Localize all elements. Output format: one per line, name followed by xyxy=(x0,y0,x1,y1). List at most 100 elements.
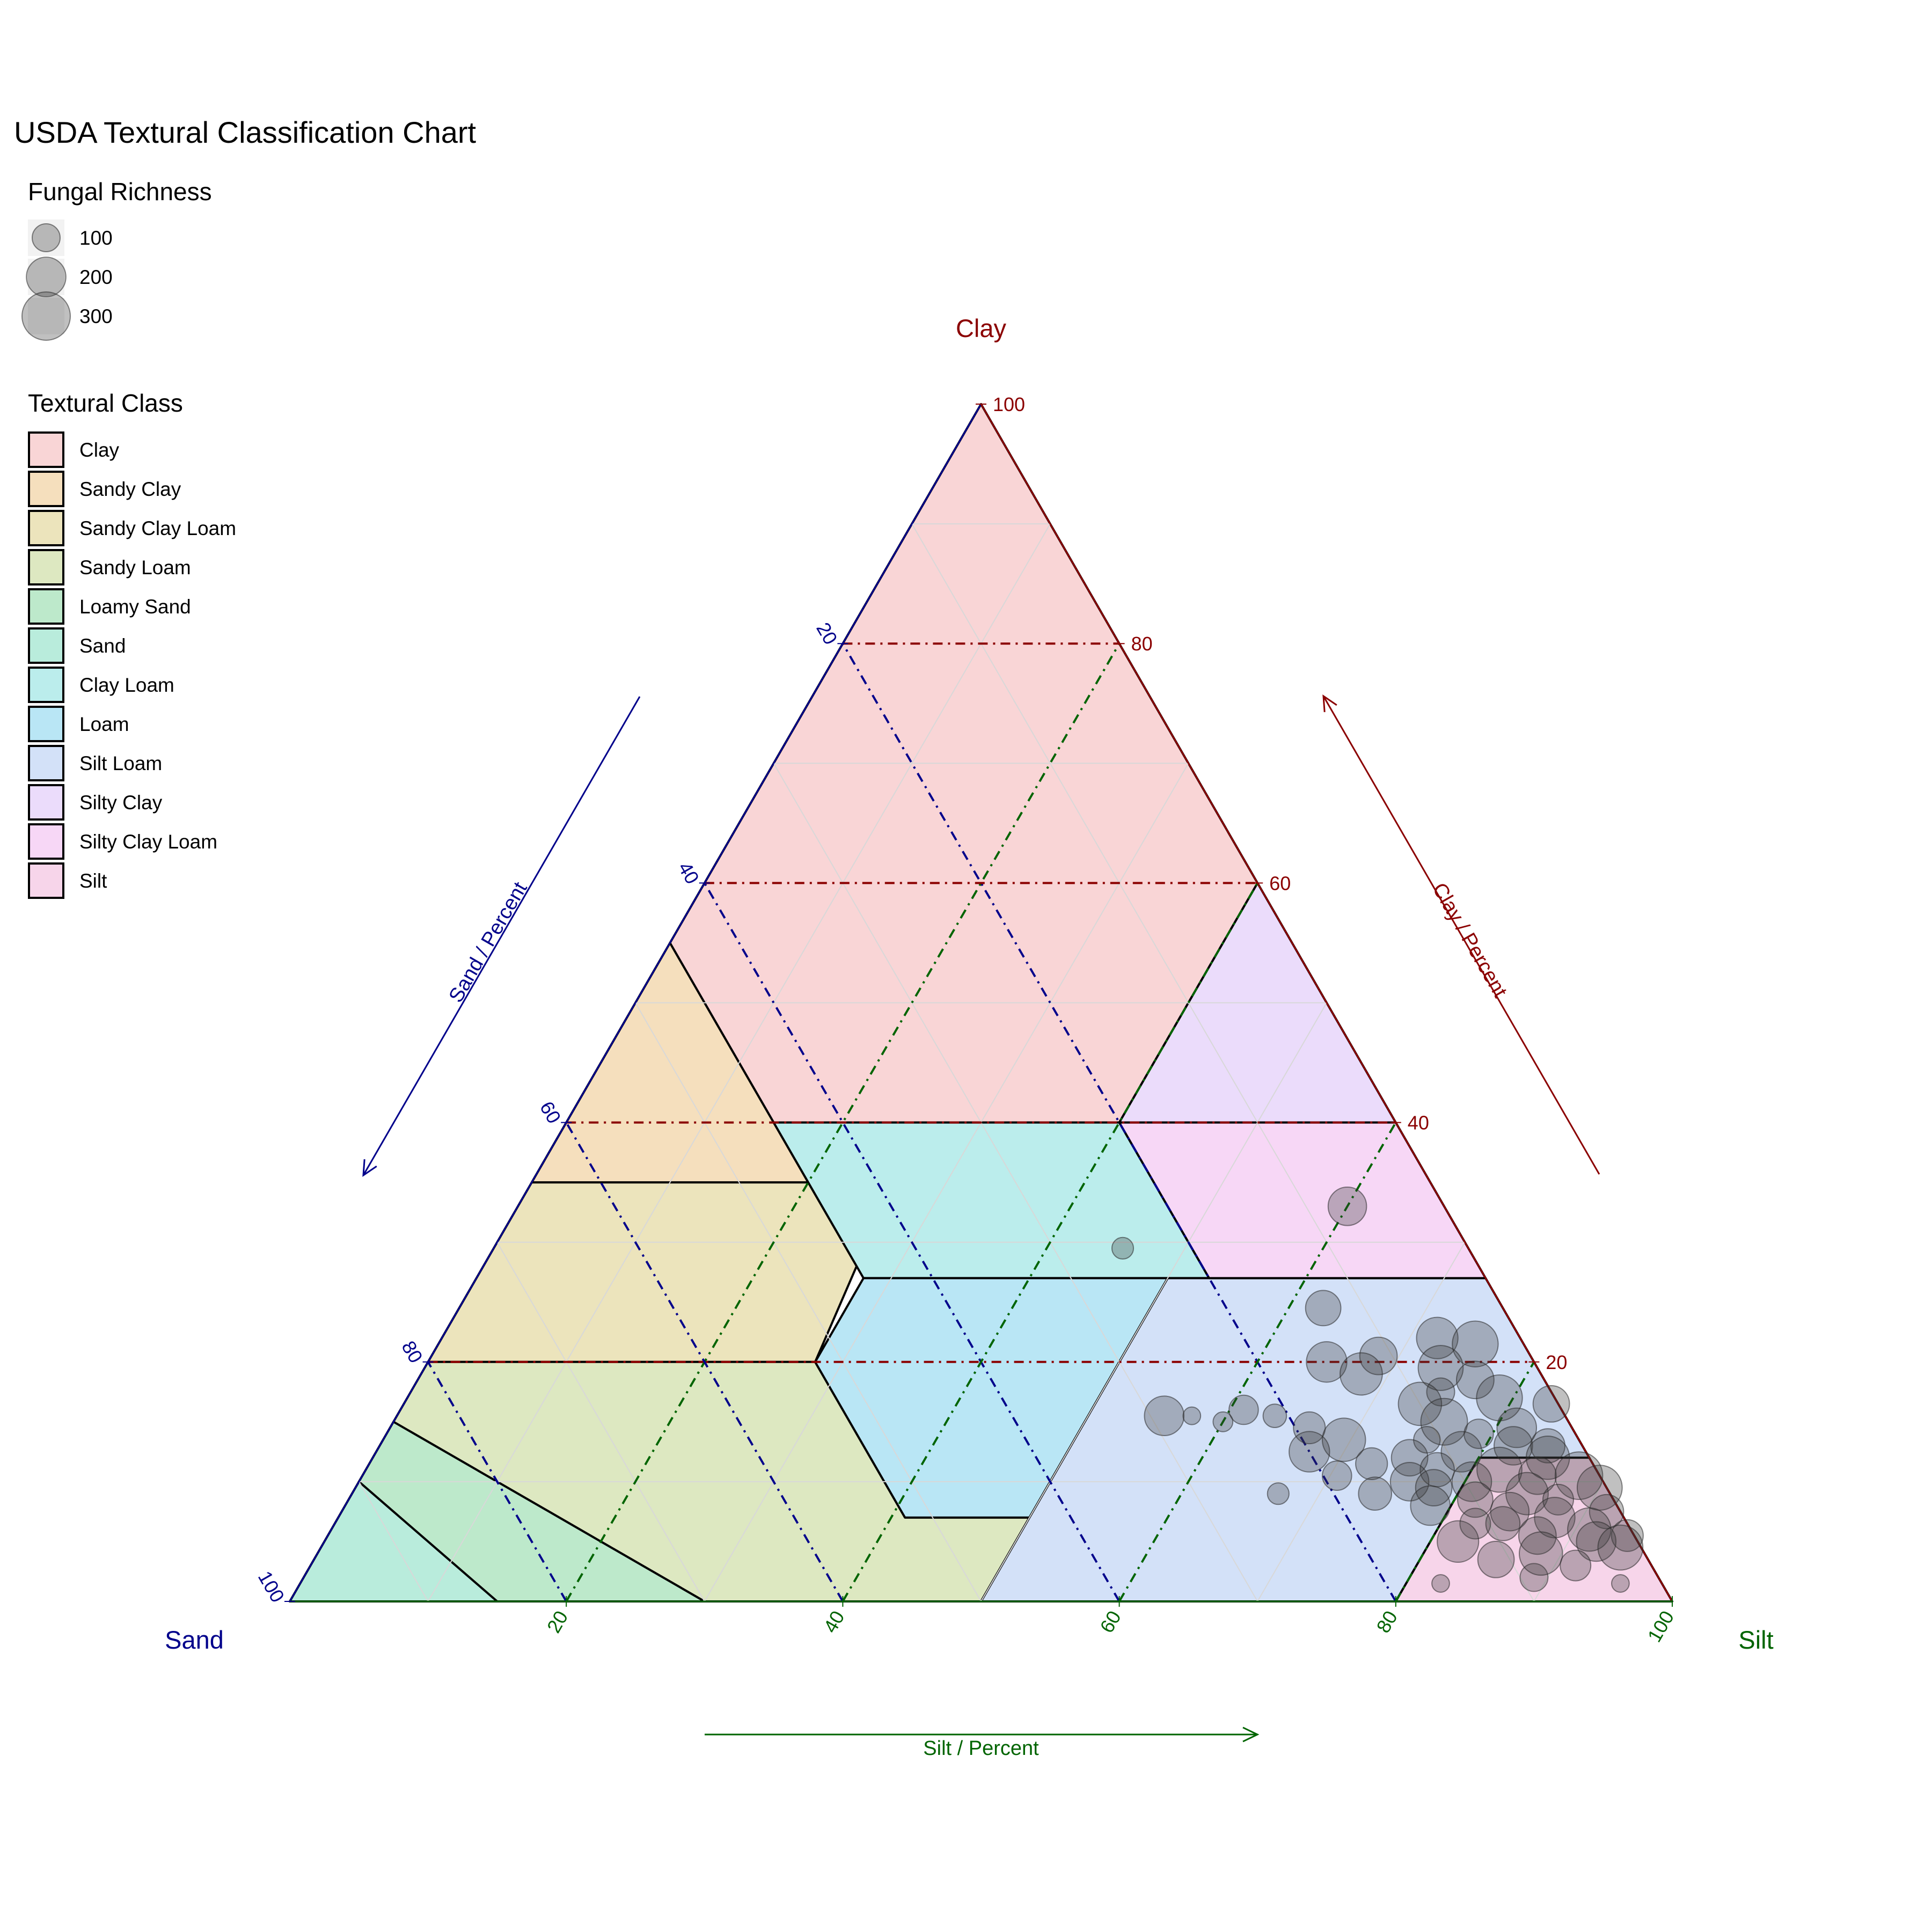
tick-label-silt: 80 xyxy=(1372,1607,1402,1636)
class-legend-label: Loamy Sand xyxy=(79,596,191,618)
grid-line-sand xyxy=(773,763,1258,1602)
data-point xyxy=(1560,1549,1592,1582)
guide-line-silt xyxy=(841,882,1258,1602)
data-point xyxy=(1305,1290,1342,1327)
clay-arrow-head xyxy=(1322,694,1337,713)
tick-label-silt: 20 xyxy=(543,1607,573,1636)
tick-label-silt: 40 xyxy=(819,1607,849,1636)
data-point xyxy=(1358,1476,1392,1511)
tick-label-clay: 40 xyxy=(1408,1112,1429,1134)
data-point xyxy=(1452,1320,1499,1368)
data-point xyxy=(1182,1406,1202,1425)
size-legend-label: 300 xyxy=(79,305,113,327)
class-legend-label: Silt xyxy=(79,870,107,892)
minor-grid xyxy=(358,523,1604,1602)
class-legend-label: Silty Clay xyxy=(79,792,163,814)
guide-line-sand xyxy=(427,1361,567,1602)
data-point xyxy=(1417,1345,1464,1391)
data-point xyxy=(1505,1472,1549,1516)
data-point xyxy=(1321,1417,1366,1462)
size-legend-key xyxy=(28,298,64,334)
data-point xyxy=(1415,1469,1453,1507)
class-legend-swatch-clay xyxy=(28,431,64,468)
data-point xyxy=(1267,1482,1290,1505)
clay-arrow-line xyxy=(1322,696,1600,1175)
tick-label-sand: 100 xyxy=(254,1567,289,1606)
tick-label-silt: 100 xyxy=(1643,1607,1679,1646)
class-legend-swatch-loam xyxy=(28,706,64,742)
size-legend-label: 100 xyxy=(79,227,113,249)
class-legend-swatch-silty-clay-loam xyxy=(28,823,64,860)
grid-line-silt xyxy=(704,763,1189,1602)
data-point xyxy=(1359,1336,1398,1375)
axis-arrow-label-sand: Sand / Percent xyxy=(445,878,532,1006)
data-point xyxy=(1416,1316,1459,1359)
region-loam xyxy=(814,1277,1169,1519)
grid-line-silt xyxy=(1533,1481,1604,1602)
guide-line-silt xyxy=(1395,1361,1535,1602)
legend: Fungal Richness 100 200 300 Textural Class Cl… xyxy=(21,178,236,899)
data-point xyxy=(1322,1460,1352,1491)
class-legend-label: Clay Loam xyxy=(79,674,174,696)
class-legend-label: Loam xyxy=(79,713,129,735)
data-point xyxy=(1451,1461,1492,1502)
grid-line-silt xyxy=(1257,1242,1466,1602)
class-legend-label: Sandy Loam xyxy=(79,557,191,579)
class-legend-swatch-clay-loam xyxy=(28,667,64,703)
sand-arrow-head xyxy=(362,1159,377,1177)
guide-line-silt xyxy=(565,643,1121,1602)
data-point xyxy=(1519,1531,1563,1576)
class-legend-label: Sandy Clay Loam xyxy=(79,517,236,539)
class-legend-swatch-sand xyxy=(28,627,64,664)
class-legend-swatch-silt xyxy=(28,862,64,899)
grid-line-sand xyxy=(635,1002,982,1602)
data-point xyxy=(1212,1411,1234,1432)
data-point xyxy=(1525,1436,1570,1480)
data-point xyxy=(1542,1483,1574,1516)
size-legend-title: Fungal Richness xyxy=(28,178,212,206)
data-point xyxy=(1589,1494,1624,1529)
triangle-edges xyxy=(289,404,1673,1602)
grid-line-silt xyxy=(980,1002,1327,1602)
data-point xyxy=(1228,1394,1259,1425)
data-point xyxy=(1397,1381,1443,1426)
data-point xyxy=(1262,1403,1287,1428)
axis-title-silt: Silt xyxy=(1738,1626,1773,1654)
data-point xyxy=(1456,1360,1495,1400)
size-legend-key xyxy=(28,219,64,256)
guide-line-silt xyxy=(1118,1122,1397,1602)
data-point xyxy=(1431,1574,1450,1593)
axis-arrow-label-clay: Clay / Percent xyxy=(1428,879,1512,1001)
class-legend-label: Silt Loam xyxy=(79,752,162,774)
class-legend-label: Clay xyxy=(79,439,120,461)
data-point xyxy=(1485,1506,1521,1541)
data-point xyxy=(1611,1519,1644,1552)
edge-sand xyxy=(289,404,982,1602)
class-legend-label: Silty Clay Loam xyxy=(79,831,217,853)
class-legend-swatch-sandy-loam xyxy=(28,549,64,586)
guide-line-sand xyxy=(565,1122,844,1602)
data-point xyxy=(1611,1574,1630,1593)
data-point xyxy=(1293,1411,1326,1445)
data-point xyxy=(1289,1431,1330,1473)
size-legend-swatch xyxy=(26,257,67,297)
grid-line-sand xyxy=(911,523,1535,1602)
data-point xyxy=(1496,1407,1537,1448)
data-point xyxy=(1389,1462,1430,1502)
axis-arrow-label-silt: Silt / Percent xyxy=(923,1737,1039,1760)
grid-line-sand xyxy=(496,1242,705,1602)
grid-line-sand xyxy=(358,1481,429,1602)
chart-title: USDA Textural Classification Chart xyxy=(14,115,477,149)
silt-arrow-head xyxy=(1242,1726,1260,1743)
sample-points xyxy=(1111,1187,1644,1593)
class-legend-swatch-sandy-clay xyxy=(28,471,64,507)
data-point xyxy=(1457,1481,1494,1518)
class-legend-title: Textural Class xyxy=(28,389,183,417)
data-point xyxy=(1567,1507,1612,1552)
data-point xyxy=(1597,1524,1644,1571)
data-point xyxy=(1391,1439,1429,1477)
data-point xyxy=(1327,1187,1367,1226)
class-legend-swatch-loamy-sand xyxy=(28,588,64,625)
data-point xyxy=(1340,1352,1383,1396)
data-point xyxy=(1420,1397,1468,1446)
